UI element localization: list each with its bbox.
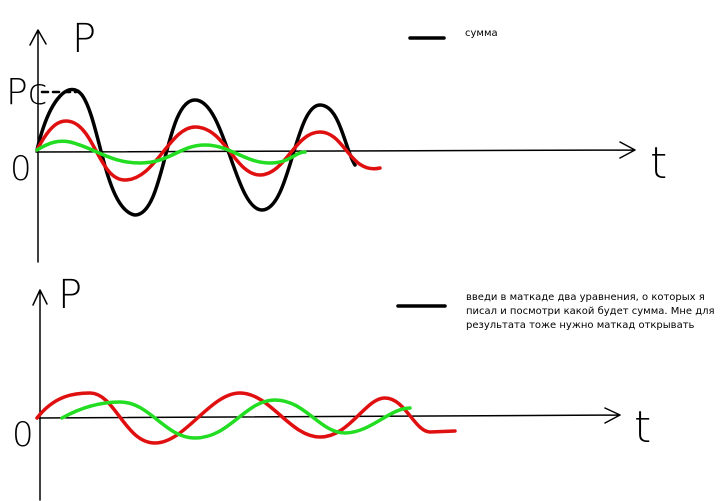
green-curve [35,139,307,165]
origin-label: 0 [10,149,32,189]
x-axis [35,141,636,159]
level-label: Pc [6,72,48,113]
y-label: P [58,272,82,318]
note-line: результата тоже нужно маткад открывать [466,320,695,331]
y-label: P [72,16,96,62]
note-line: введи в маткаде два уравнения, о которых… [466,292,705,303]
green-curve [60,398,412,440]
y-axis [32,289,48,501]
red-curve [35,119,382,182]
x-axis [37,407,621,424]
origin-label: 0 [12,415,34,455]
red-curve [35,391,457,445]
x-label: t [634,402,651,453]
sum-curve [35,87,357,217]
legend-text: сумма [465,28,498,39]
note-line: писал и посмотри какой будет сумма. Мне … [466,306,715,317]
x-label: t [650,138,667,189]
